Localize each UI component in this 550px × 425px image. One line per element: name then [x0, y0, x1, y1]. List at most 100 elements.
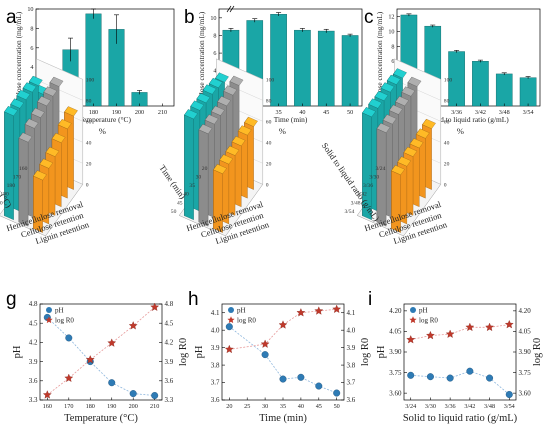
- bar3d-top: [31, 107, 45, 118]
- y-tick-label: 4: [30, 64, 33, 71]
- bar3d-top: [49, 76, 64, 87]
- z-gridline: [36, 79, 83, 101]
- bar3d-top: [45, 146, 60, 157]
- z-tick-label: 100: [266, 77, 275, 83]
- bar3d-top: [368, 98, 383, 109]
- bar3d-front: [18, 137, 29, 227]
- panel-letter-g: g: [6, 289, 17, 310]
- bar3d-top: [244, 116, 258, 127]
- bar3d-top: [190, 100, 205, 111]
- y-tick-label: 3.6: [29, 377, 38, 385]
- bar: [294, 29, 311, 107]
- y-right-tick-label: 3.90: [519, 348, 532, 356]
- x-tick-label: 200: [129, 403, 138, 410]
- y-tick-label: 6: [213, 50, 216, 57]
- series-line: [410, 370, 510, 395]
- y-tick-label: 8: [213, 32, 216, 39]
- bar3d-top: [33, 170, 47, 181]
- panel-letter-c: c: [364, 7, 374, 28]
- x-tick-label: 25: [244, 403, 250, 410]
- y-right-tick-label: 3.6: [165, 377, 174, 385]
- x-tick-label: 210: [158, 109, 167, 116]
- bar3d-top: [391, 165, 405, 176]
- logr-point: [150, 302, 160, 311]
- y-right-axis-label: log R0: [532, 338, 543, 366]
- y-tick-label: 3.3: [29, 396, 38, 404]
- chart-f: 020406080100%3/243/303/363/423/483/54Sol…: [320, 58, 464, 246]
- z-tick-label: 80: [266, 98, 272, 104]
- y-axis-label: pH: [194, 345, 205, 358]
- logr-point: [128, 321, 138, 330]
- ph-point: [261, 351, 269, 359]
- legend-logr-marker: [409, 316, 417, 324]
- legend-ph-marker: [410, 307, 416, 313]
- bar3d-top: [37, 96, 51, 107]
- y-right-tick-label: 3.75: [519, 369, 532, 377]
- bar: [495, 73, 513, 107]
- y-tick-label: 4.8: [29, 300, 38, 308]
- ph-point: [426, 373, 434, 381]
- bar: [472, 61, 489, 107]
- x-tick-label: 50: [347, 109, 353, 116]
- bar3d-top: [229, 75, 244, 86]
- logr-point: [296, 308, 306, 317]
- z-tick-label: 20: [266, 161, 272, 167]
- x-axis-label: Temperature (°C): [64, 413, 138, 424]
- logr-point: [278, 320, 288, 329]
- ph-point: [505, 391, 513, 399]
- y-right-tick-label: 4.1: [347, 309, 356, 317]
- logr-point: [85, 355, 95, 364]
- logr-point: [260, 339, 270, 348]
- z-tick-label: 100: [86, 77, 95, 83]
- x-tick-label: 35: [275, 109, 281, 116]
- x-tick-label: 20: [202, 166, 208, 172]
- z-tick-label: 60: [266, 119, 272, 125]
- bar: [270, 14, 287, 107]
- x-tick-label: 180: [7, 183, 16, 189]
- chart-i: 3.60 3.75 3.90 4.05 4.20 3.60 3.75 3.90 4.05 4.20…: [376, 303, 543, 424]
- x-tick-label: 45: [177, 200, 183, 206]
- y-axis-label: Xylose concentration (mg/mL): [197, 11, 206, 103]
- x-axis-label: Solid to liquid ratio (g/mL): [403, 413, 518, 424]
- bar3d-top: [382, 114, 397, 125]
- x-tick-label: 35: [189, 183, 195, 189]
- y-right-tick-label: 4.05: [519, 328, 532, 336]
- bar3d-front: [184, 114, 194, 221]
- z-tick-label: 80: [444, 98, 450, 104]
- y-right-axis-label: log R0: [178, 338, 189, 366]
- x-tick-label: 3/54: [344, 209, 354, 215]
- y-tick-label: 10: [388, 28, 394, 35]
- legend-logr-marker: [45, 316, 53, 324]
- z-tick-label: 20: [86, 161, 92, 167]
- y-right-tick-label: 3.6: [347, 396, 356, 404]
- bar: [317, 30, 335, 107]
- y-tick-label: 4.20: [389, 307, 402, 315]
- y-tick-label: 10: [210, 15, 216, 22]
- bar3d-top: [415, 128, 430, 139]
- x-tick-label: 35: [280, 403, 286, 410]
- legend-ph-marker: [46, 307, 52, 313]
- x-tick-label: 3/24: [375, 166, 385, 172]
- z-tick-label: 80: [86, 98, 92, 104]
- bar3d-top: [422, 118, 436, 129]
- y-tick-label: 8: [30, 25, 33, 32]
- bar3d-top: [397, 156, 412, 167]
- y-tick-label: 6: [30, 45, 33, 52]
- bar3d-top: [43, 86, 58, 97]
- bar3d-top: [395, 96, 409, 107]
- x-axis-label: Time (min): [274, 115, 308, 124]
- y-right-tick-label: 3.9: [347, 344, 356, 352]
- plot-frame-b: [218, 8, 363, 107]
- logr-point: [107, 338, 117, 347]
- bar3d-top: [204, 114, 219, 125]
- bar3d-top: [24, 118, 39, 129]
- z-tick-label: 0: [266, 182, 269, 188]
- x-tick-label: 3/24: [405, 403, 416, 410]
- ph-point: [333, 389, 341, 397]
- x-tick-label: 30: [196, 174, 202, 180]
- logr-point: [42, 390, 52, 399]
- ph-point: [466, 367, 474, 375]
- z-tick-label: 20: [444, 161, 450, 167]
- z-tick-label: 40: [86, 140, 92, 146]
